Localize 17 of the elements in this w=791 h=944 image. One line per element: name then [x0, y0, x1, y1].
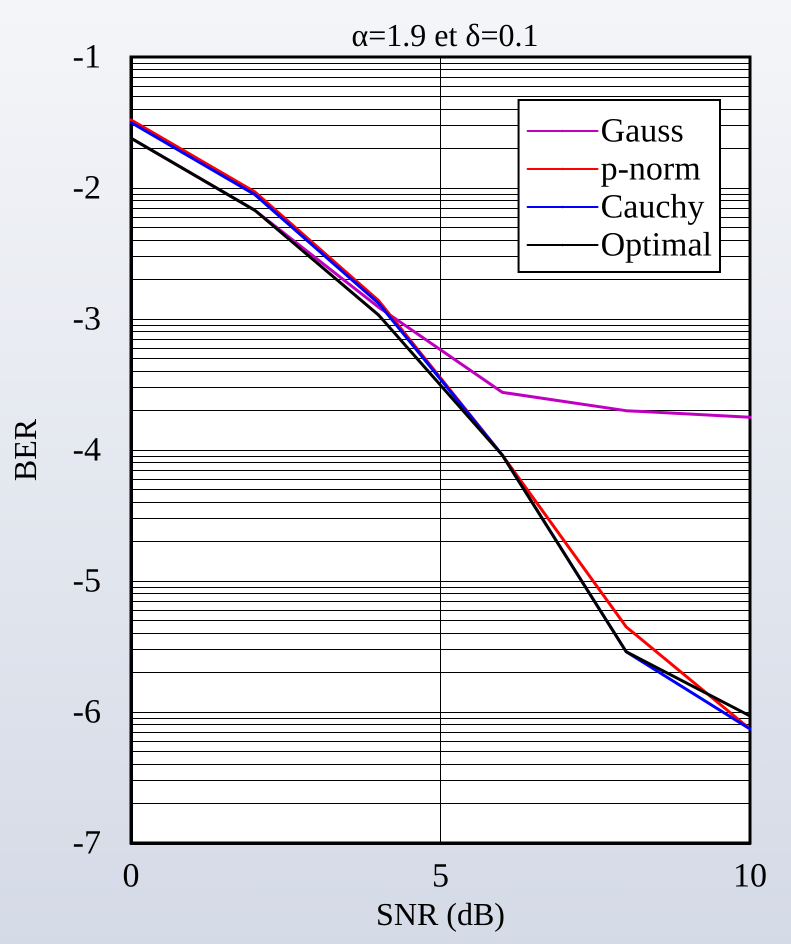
- y-tick-label: -4: [72, 432, 101, 468]
- y-tick-label: -7: [72, 824, 101, 862]
- legend-label: p-norm: [600, 150, 701, 188]
- y-tick-label: -2: [72, 170, 101, 206]
- y-tick-label: -3: [72, 300, 101, 338]
- y-tick-label: -5: [72, 562, 101, 600]
- y-tick-label: -1: [72, 38, 101, 76]
- y-tick-label: -6: [72, 694, 101, 730]
- legend-label: Gauss: [600, 112, 684, 150]
- x-tick-label: 0: [122, 858, 140, 894]
- x-tick-label: 5: [432, 858, 449, 894]
- x-tick-label: 10: [733, 858, 767, 894]
- legend-label: Cauchy: [600, 188, 704, 226]
- y-axis-title: BER: [7, 418, 43, 482]
- chart-title: α=1.9 et δ=0.1: [351, 17, 539, 53]
- x-axis-title: SNR (dB): [376, 896, 505, 932]
- legend-label: Optimal: [600, 226, 712, 264]
